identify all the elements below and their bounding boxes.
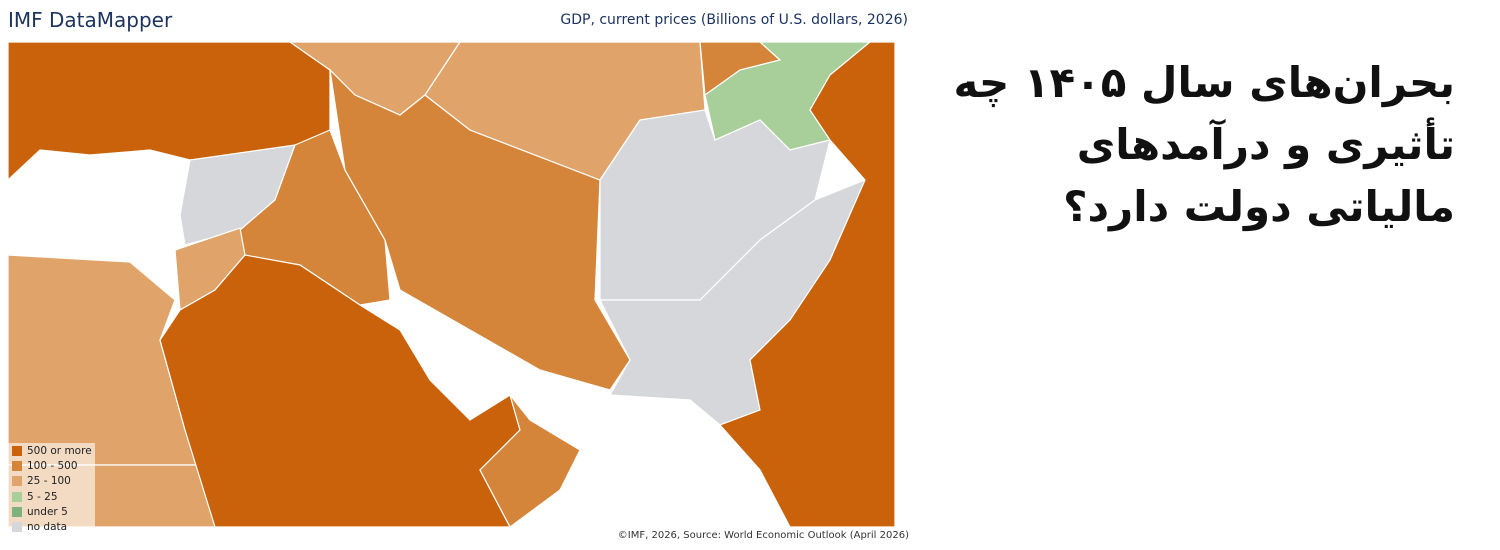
legend-swatch	[12, 522, 22, 533]
legend-item: under 5	[8, 504, 95, 519]
headline-line: تأثیری و درآمدهای	[1076, 120, 1455, 169]
legend: 500 or more 100 - 500 25 - 100 5 - 25 under …	[8, 443, 95, 539]
legend-item: 5 - 25	[8, 489, 95, 504]
region	[159, 254, 521, 528]
legend-label: 25 - 100	[27, 475, 71, 488]
legend-swatch	[12, 460, 22, 471]
map-title: GDP, current prices (Billions of U.S. do…	[560, 12, 908, 28]
headline-line: مالیاتی دولت دارد؟	[1063, 182, 1455, 231]
legend-item: 100 - 500	[8, 458, 95, 473]
headline-line: بحران‌های سال ۱۴۰۵ چه	[953, 58, 1455, 107]
source: ©IMF, 2026, Source: World Economic Outlo…	[617, 530, 909, 541]
legend-label: under 5	[27, 505, 68, 518]
region	[479, 394, 581, 528]
legend-swatch	[12, 506, 22, 517]
legend-label: 100 - 500	[27, 459, 78, 472]
legend-item: 500 or more	[8, 443, 95, 458]
legend-label: 500 or more	[27, 444, 92, 457]
legend-label: no data	[27, 521, 68, 534]
region	[718, 41, 896, 528]
map	[7, 41, 896, 528]
legend-item: 25 - 100	[8, 474, 95, 489]
headline: بحران‌های سال ۱۴۰۵ چه تأثیری و درآمدهای ما…	[915, 52, 1455, 238]
legend-swatch	[12, 491, 22, 502]
legend-item: no data	[8, 519, 95, 534]
legend-label: 5 - 25	[27, 490, 58, 503]
legend-swatch	[12, 445, 22, 456]
legend-swatch	[12, 476, 22, 487]
brand: IMF DataMapper	[8, 8, 173, 32]
